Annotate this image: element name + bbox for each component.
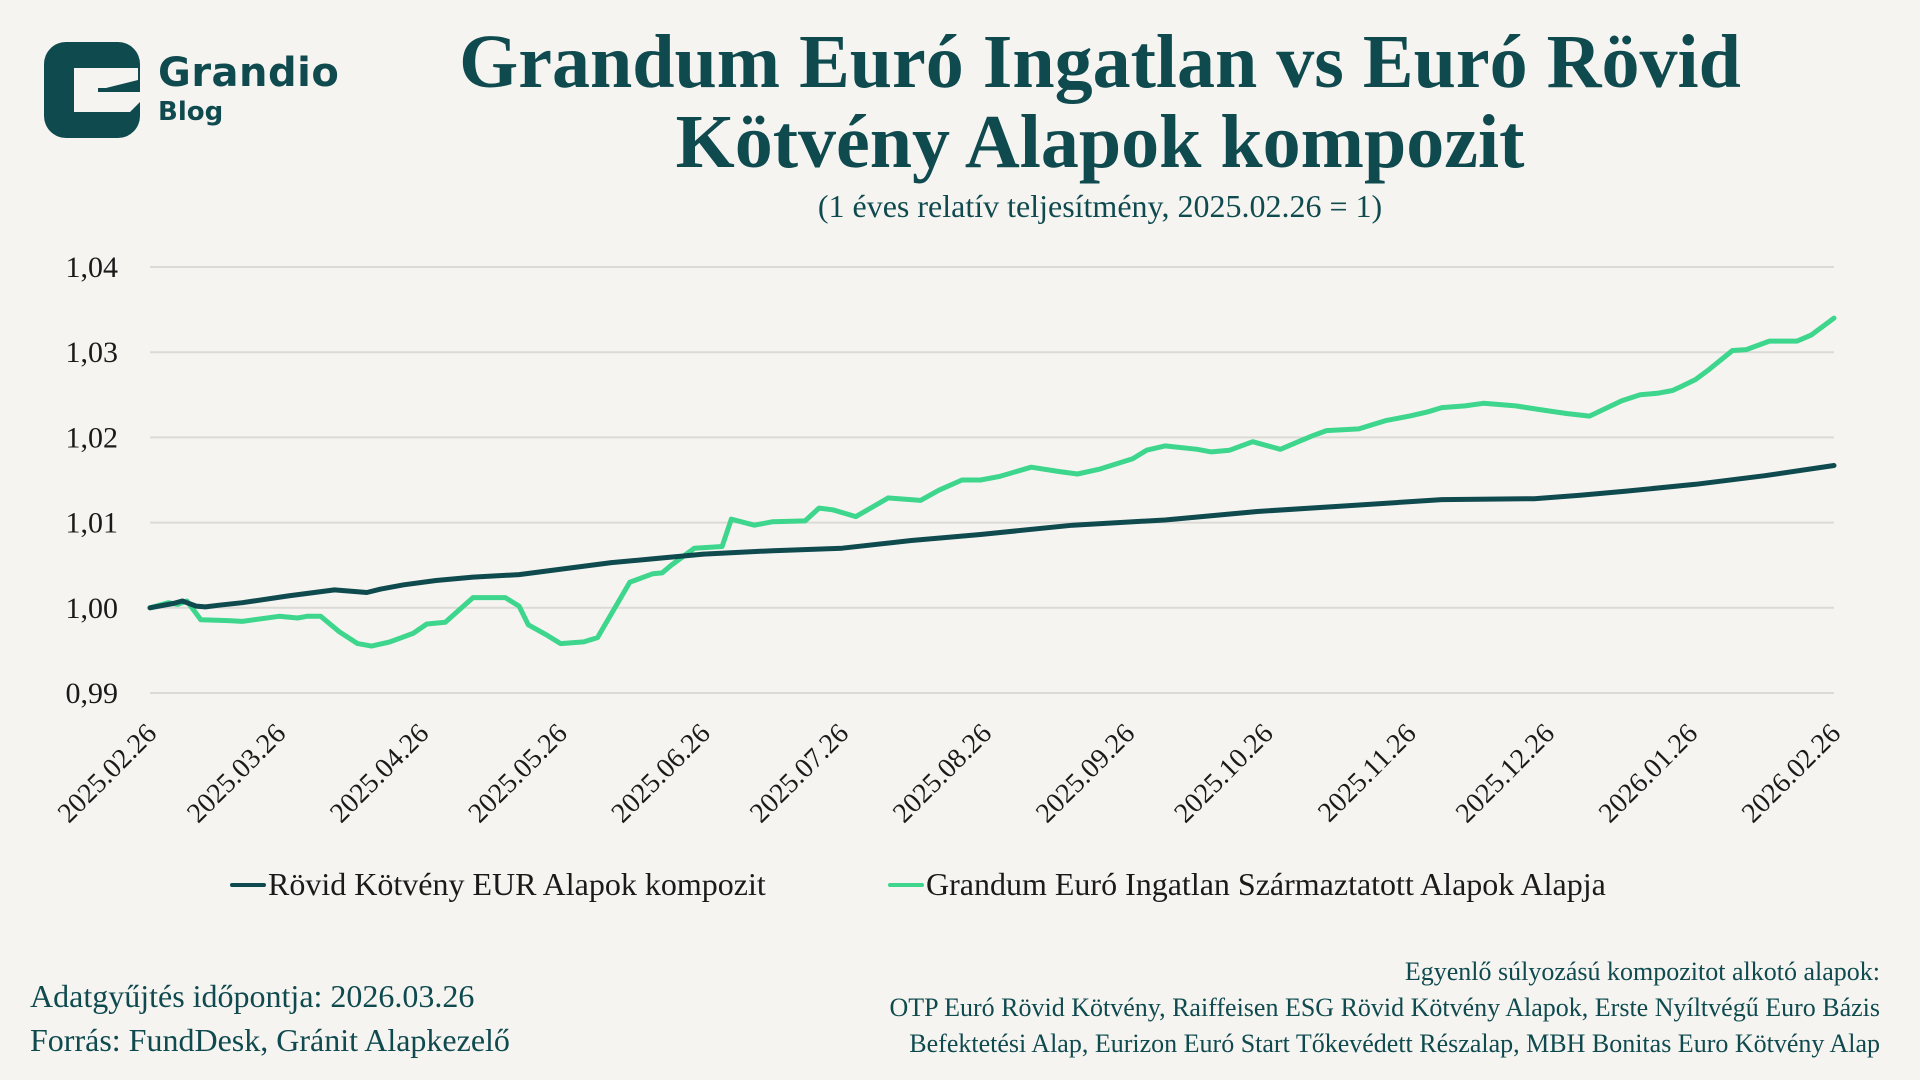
legend-label: Rövid Kötvény EUR Alapok kompozit (268, 866, 766, 902)
x-tick-label: 2026.02.26 (1736, 718, 1847, 829)
collection-date: Adatgyűjtés időpontja: 2026.03.26 (30, 978, 475, 1014)
x-tick-label: 2025.06.26 (606, 718, 717, 829)
legend-swatch-dark-line-icon (230, 882, 266, 887)
footer-left: Adatgyűjtés időpontja: 2026.03.26 Forrás… (30, 974, 510, 1062)
legend-item-bond-composite: Rövid Kötvény EUR Alapok kompozit (230, 866, 766, 903)
legend-label: Grandum Euró Ingatlan Származtatott Alap… (926, 866, 1606, 902)
footer-right: Egyenlő súlyozású kompozitot alkotó alap… (889, 954, 1880, 1062)
gridlines (150, 266, 1834, 694)
series-line-bond-composite (147, 463, 1837, 611)
chart-title-line2: Kötvény Alapok kompozit (675, 100, 1525, 184)
x-tick-label: 2025.11.26 (1312, 718, 1422, 828)
y-tick-label: 1,02 (66, 421, 119, 454)
x-tick-label: 2025.09.26 (1030, 718, 1141, 829)
x-tick-label: 2026.01.26 (1593, 718, 1704, 829)
source-note: Forrás: FundDesk, Gránit Alapkezelő (30, 1022, 510, 1058)
y-tick-label: 1,04 (66, 251, 119, 284)
x-axis-ticks: 2025.02.26 2025.03.26 2025.04.26 2025.05.26… (52, 718, 1847, 829)
series-line-grandum (147, 315, 1837, 649)
legend-swatch-green-line-icon (888, 882, 924, 887)
composite-funds-line2: Befektetési Alap, Eurizon Euró Start Tők… (909, 1029, 1880, 1058)
composite-heading: Egyenlő súlyozású kompozitot alkotó alap… (1404, 957, 1880, 986)
logo-sub: Blog (158, 97, 224, 127)
y-tick-label: 1,03 (66, 336, 119, 369)
logo-name: Grandio (158, 50, 340, 96)
grandio-g-logo-icon (44, 42, 140, 138)
y-tick-label: 1,01 (66, 507, 119, 540)
x-tick-label: 2025.05.26 (463, 718, 574, 829)
y-axis-ticks: 0,99 1,00 1,01 1,02 1,03 1,04 (66, 251, 119, 710)
y-tick-label: 1,00 (66, 592, 119, 625)
x-tick-label: 2025.07.26 (744, 718, 855, 829)
x-tick-label: 2025.03.26 (181, 718, 292, 829)
x-tick-label: 2025.04.26 (324, 718, 435, 829)
series-lines (147, 315, 1837, 649)
legend-item-grandum: Grandum Euró Ingatlan Származtatott Alap… (888, 866, 1606, 903)
chart-title: Grandum Euró Ingatlan vs Euró Rövid Kötv… (400, 22, 1800, 182)
x-tick-label: 2025.10.26 (1168, 718, 1279, 829)
y-tick-label: 0,99 (66, 677, 119, 710)
composite-funds-line1: OTP Euró Rövid Kötvény, Raiffeisen ESG R… (889, 993, 1880, 1022)
chart-subtitle: (1 éves relatív teljesítmény, 2025.02.26… (817, 188, 1383, 224)
x-tick-label: 2025.02.26 (52, 718, 163, 829)
x-tick-label: 2025.12.26 (1450, 718, 1561, 829)
grandio-blog-logo: Grandio Blog (44, 42, 339, 138)
x-tick-label: 2025.08.26 (887, 718, 998, 829)
chart-title-line1: Grandum Euró Ingatlan vs Euró Rövid (459, 20, 1741, 104)
